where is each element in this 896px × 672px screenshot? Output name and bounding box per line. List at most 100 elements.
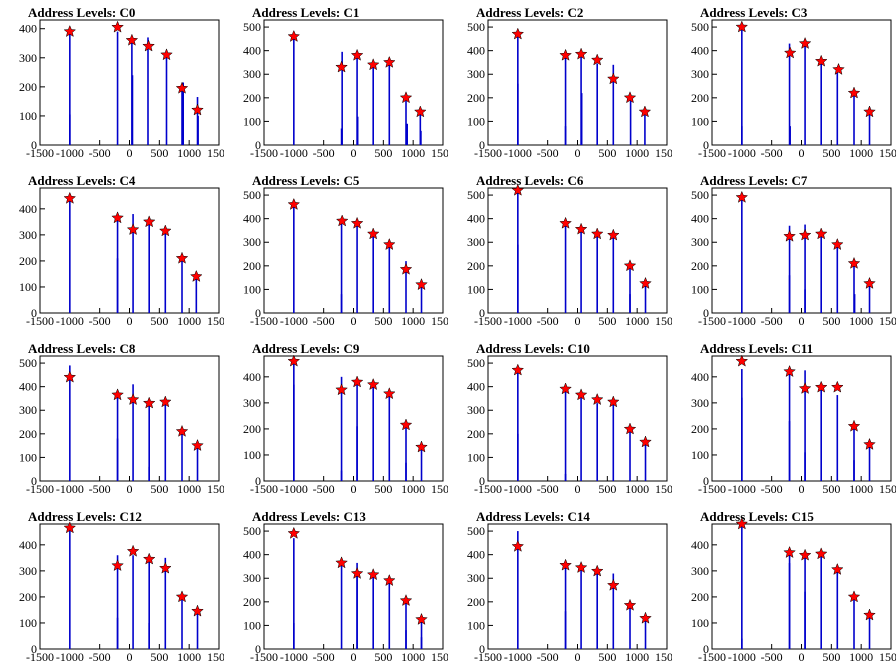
peak-marker xyxy=(590,227,604,240)
y-tick-label: 200 xyxy=(19,80,37,94)
panel-title: Address Levels: C10 xyxy=(476,341,590,356)
x-tick-label: 1000 xyxy=(849,314,873,328)
peak-marker xyxy=(366,58,380,71)
y-tick-label: 200 xyxy=(243,91,261,105)
peak-marker xyxy=(606,578,620,591)
x-tick-label: 1500 xyxy=(431,146,448,160)
histogram-panel: Address Levels: C3 0 100 200 300 400 500 -1500-… xyxy=(672,0,896,168)
x-tick-label: 0 xyxy=(575,650,581,664)
x-tick-label: -1000 xyxy=(56,314,84,328)
peak-marker xyxy=(574,560,588,574)
x-tick-label: 1500 xyxy=(655,314,672,328)
peak-marker xyxy=(413,105,427,118)
y-tick-label: 300 xyxy=(691,67,709,81)
peak-marker xyxy=(735,20,749,33)
x-tick-label: -1500 xyxy=(250,146,278,160)
histogram-panel: Address Levels: C9 0 100 200 300 400 -1500 -100… xyxy=(224,336,448,504)
peak-marker xyxy=(798,548,812,561)
peak-marker xyxy=(191,103,204,116)
peak-marker xyxy=(415,440,428,453)
y-tick-label: 300 xyxy=(691,235,709,249)
peak-marker xyxy=(847,419,861,432)
y-tick-label: 100 xyxy=(19,616,37,630)
plot-frame xyxy=(711,355,892,482)
y-tick-label: 200 xyxy=(691,590,709,604)
peak-marker xyxy=(142,215,156,228)
peak-marker xyxy=(863,437,876,450)
peak-marker xyxy=(142,552,156,565)
x-tick-label: 1000 xyxy=(401,650,425,664)
x-tick-label: 1500 xyxy=(431,314,448,328)
peak-marker xyxy=(574,388,588,401)
x-tick-label: 1500 xyxy=(431,482,448,496)
peak-marker xyxy=(366,568,380,581)
peak-marker xyxy=(623,598,637,611)
peak-marker xyxy=(559,48,572,61)
y-tick-label: 100 xyxy=(19,280,37,294)
panel-title: Address Levels: C14 xyxy=(476,509,590,524)
panel-title: Address Levels: C2 xyxy=(476,5,584,20)
y-tick-label: 100 xyxy=(467,450,485,464)
histogram-plot: 0 100 200 300 400 500 -1500 -1000 -500 0 500 1000 15… xyxy=(467,523,672,664)
y-tick-label: 400 xyxy=(691,212,709,226)
x-tick-label: -1500 xyxy=(26,314,54,328)
y-tick-label: 100 xyxy=(467,114,485,128)
x-tick-label: 1500 xyxy=(207,482,224,496)
peak-marker xyxy=(382,237,396,251)
panel-title: Address Levels: C9 xyxy=(252,341,360,356)
x-tick-label: 1000 xyxy=(177,314,201,328)
y-tick-label: 200 xyxy=(243,595,261,609)
peak-marker xyxy=(814,380,828,393)
x-tick-label: -500 xyxy=(537,482,559,496)
x-tick-label: -1500 xyxy=(474,650,502,664)
peak-marker xyxy=(287,354,301,367)
x-tick-label: -1500 xyxy=(26,146,54,160)
x-tick-label: 500 xyxy=(822,650,840,664)
peak-marker xyxy=(559,558,572,571)
plot-frame xyxy=(487,523,668,650)
x-tick-label: -500 xyxy=(89,314,111,328)
plot-frame xyxy=(263,355,444,482)
peak-marker xyxy=(382,573,396,587)
x-tick-label: 500 xyxy=(598,482,616,496)
x-tick-label: 1000 xyxy=(401,482,425,496)
y-tick-label: 100 xyxy=(243,618,261,632)
peak-marker xyxy=(350,375,364,388)
x-tick-label: 0 xyxy=(127,482,133,496)
peak-marker xyxy=(830,237,844,251)
y-tick-label: 400 xyxy=(691,44,709,58)
y-tick-label: 200 xyxy=(243,259,261,273)
x-tick-label: -1500 xyxy=(698,146,726,160)
x-tick-label: 1500 xyxy=(655,482,672,496)
peak-marker xyxy=(125,33,139,46)
y-tick-label: 300 xyxy=(467,67,485,81)
peak-marker xyxy=(191,438,204,452)
y-tick-label: 400 xyxy=(691,370,709,384)
peak-marker xyxy=(175,424,189,437)
x-tick-label: -1000 xyxy=(728,314,756,328)
peak-marker xyxy=(590,53,604,66)
y-tick-label: 0 xyxy=(255,138,261,152)
x-tick-label: 1500 xyxy=(879,482,896,496)
x-tick-label: -500 xyxy=(761,146,783,160)
y-tick-label: 200 xyxy=(691,422,709,436)
peak-marker xyxy=(63,521,77,534)
x-tick-label: 0 xyxy=(575,314,581,328)
y-tick-label: 100 xyxy=(691,448,709,462)
y-tick-label: 100 xyxy=(19,450,37,464)
x-tick-label: -1500 xyxy=(698,482,726,496)
y-tick-label: 0 xyxy=(31,474,37,488)
x-tick-label: 500 xyxy=(374,482,392,496)
peak-marker xyxy=(623,422,637,435)
x-tick-label: 1000 xyxy=(177,146,201,160)
plot-frame xyxy=(39,187,220,314)
histogram-plot: 0 100 200 300 400 -1500-1000 -500 0 500 1000 1500 xyxy=(691,354,896,496)
y-tick-label: 300 xyxy=(19,228,37,242)
x-tick-label: -1000 xyxy=(504,146,532,160)
x-tick-label: 1500 xyxy=(655,650,672,664)
y-tick-label: 200 xyxy=(243,422,261,436)
x-tick-label: -500 xyxy=(89,146,111,160)
histogram-panel: Address Levels: C0 0 100 200 300 400 -1500 -100… xyxy=(0,0,224,168)
peak-marker xyxy=(847,590,861,603)
